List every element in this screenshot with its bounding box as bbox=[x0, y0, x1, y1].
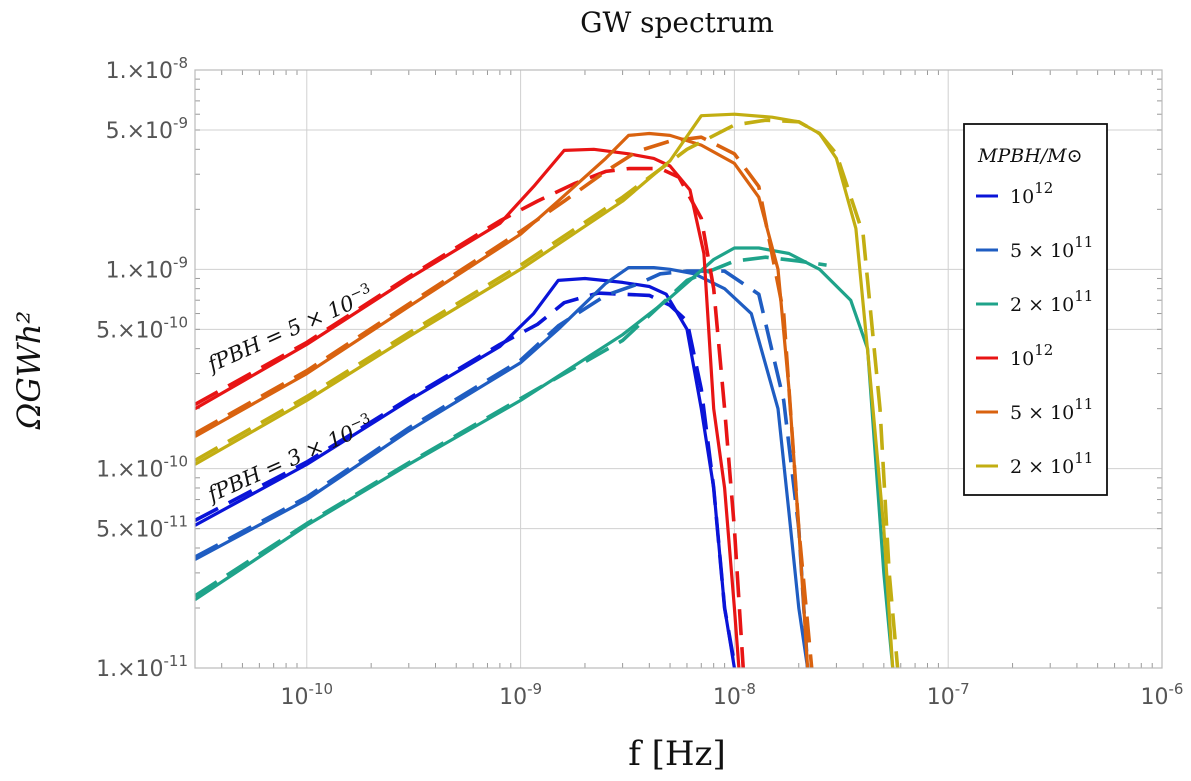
series-dashed-line bbox=[195, 118, 900, 668]
x-tick-label: 10-7 bbox=[927, 680, 970, 710]
series-solid-line bbox=[195, 147, 741, 668]
y-tick-label: 5.×10-10 bbox=[96, 313, 188, 343]
y-tick-label: 1.×10-8 bbox=[106, 54, 188, 84]
x-tick-label: 10-9 bbox=[499, 680, 542, 710]
axis-ticks: 10-10 10-9 10-8 10-7 10-6 1.×10-8 5.×10-9 1.×10… bbox=[96, 54, 1183, 710]
legend-title: MPBH/M⊙ bbox=[977, 145, 1083, 167]
legend-label: 2 × 1011 bbox=[1010, 287, 1093, 316]
series-solid-line bbox=[195, 131, 810, 668]
y-axis-label: ΩGWh² bbox=[10, 311, 48, 430]
series-dashed-line bbox=[195, 255, 827, 598]
series-lines bbox=[195, 112, 900, 668]
x-tick-label: 10-8 bbox=[713, 680, 756, 710]
y-tick-label: 1.×10-10 bbox=[96, 453, 188, 483]
series-dashed-line bbox=[195, 135, 814, 668]
series-solid-line bbox=[195, 266, 810, 668]
plot-frame bbox=[194, 69, 1163, 669]
chart-title: GW spectrum bbox=[580, 6, 774, 39]
series-solid-line bbox=[195, 112, 895, 668]
legend-label: 2 × 1011 bbox=[1010, 449, 1093, 478]
legend-label: 5 × 1011 bbox=[1010, 233, 1093, 262]
legend-box bbox=[963, 123, 1108, 496]
y-tick-label: 1.×10-11 bbox=[96, 652, 188, 682]
x-tick-label: 10-6 bbox=[1141, 680, 1184, 710]
legend-label: 5 × 1011 bbox=[1010, 395, 1093, 424]
series-dashed-line bbox=[195, 291, 737, 665]
y-tick-label: 5.×10-11 bbox=[96, 513, 188, 543]
y-tick-label: 5.×10-9 bbox=[106, 114, 188, 144]
legend-label: 1012 bbox=[1010, 341, 1053, 370]
y-tick-label: 1.×10-9 bbox=[106, 253, 188, 283]
series-dashed-line bbox=[195, 166, 745, 668]
legend: MPBH/M⊙ 1012 5 × 1011 2 × 1011 1012 5 × 1011 2… bbox=[963, 123, 1108, 496]
legend-label: 1012 bbox=[1010, 179, 1053, 208]
x-tick-label: 10-10 bbox=[281, 680, 334, 710]
x-axis-label: f [Hz] bbox=[628, 734, 725, 774]
series-dashed-line bbox=[195, 269, 810, 668]
series-solid-line bbox=[195, 246, 895, 668]
fpbh-annotation: fPBH = 3 × 10−3 bbox=[202, 410, 377, 507]
